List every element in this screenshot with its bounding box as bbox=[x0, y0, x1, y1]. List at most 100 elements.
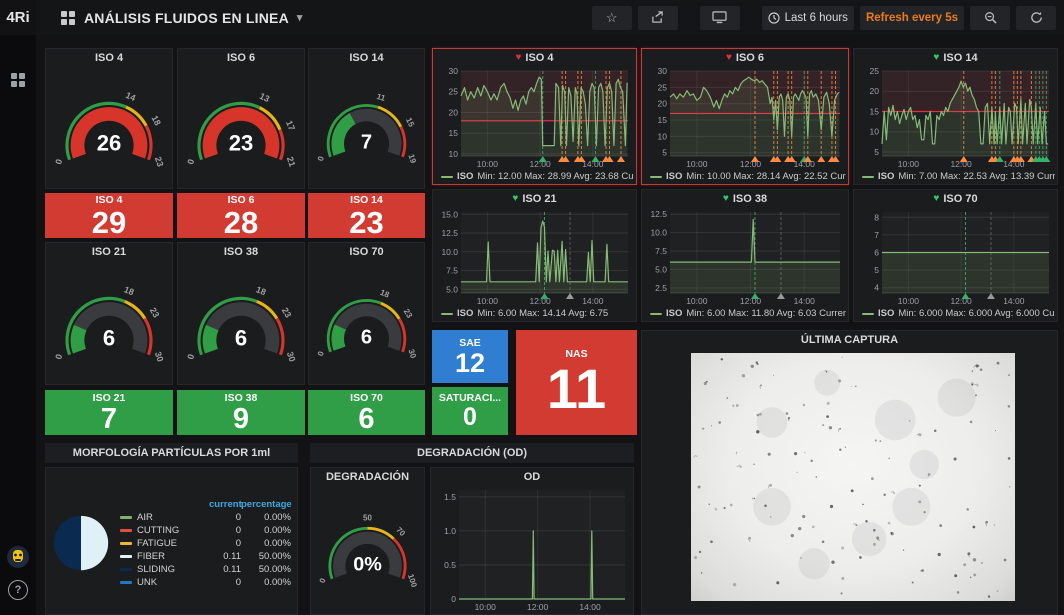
stat-iso6[interactable]: ISO 6 28 bbox=[177, 193, 305, 238]
gauge-iso4: 0 14 18 23 26 bbox=[46, 71, 172, 182]
svg-text:0: 0 bbox=[185, 353, 196, 361]
svg-text:10:00: 10:00 bbox=[686, 296, 708, 306]
time-range-label: Last 6 hours bbox=[784, 11, 848, 24]
table-row[interactable]: FIBER 0.11 50.00% bbox=[120, 550, 291, 563]
stat-nas[interactable]: NAS 11 bbox=[516, 330, 637, 435]
chart-legend[interactable]: ISO Min: 6.00 Max: 11.80 Avg: 6.03 Curre… bbox=[650, 307, 846, 320]
user-avatar[interactable] bbox=[7, 546, 29, 573]
panel-title[interactable]: DEGRADACIÓN bbox=[325, 471, 410, 483]
zoom-out-button[interactable] bbox=[970, 5, 1010, 30]
morphology-pie-chart[interactable] bbox=[52, 514, 110, 572]
svg-text:12:00: 12:00 bbox=[950, 159, 972, 169]
refresh-button[interactable] bbox=[1016, 5, 1056, 30]
refresh-interval-button[interactable]: Refresh every 5s bbox=[859, 5, 964, 30]
timeseries-iso21[interactable]: 5.0 7.5 10.0 12.5 15.0 10:00 12:00 14:00 bbox=[435, 208, 632, 306]
panel-title[interactable]: ♥ ISO 6 bbox=[725, 52, 765, 64]
svg-text:14:00: 14:00 bbox=[579, 602, 601, 612]
row-header-degradacion[interactable]: DEGRADACIÓN (OD) bbox=[310, 443, 634, 463]
panel-title[interactable]: ISO 38 bbox=[223, 246, 259, 258]
table-row[interactable]: FATIGUE 0 0.00% bbox=[120, 537, 291, 550]
svg-text:10: 10 bbox=[449, 149, 459, 159]
stat-sae[interactable]: SAE 12 bbox=[432, 330, 508, 383]
panel-title[interactable]: ♥ ISO 14 bbox=[933, 52, 978, 64]
tv-mode-button[interactable] bbox=[699, 5, 740, 30]
table-row[interactable]: AIR 0 0.00% bbox=[120, 511, 291, 524]
dashboards-grid-icon[interactable] bbox=[10, 72, 26, 93]
timeseries-iso70[interactable]: 4 5 6 7 8 10:00 12:00 14:00 bbox=[856, 208, 1053, 306]
panel-gauge-degradacion: DEGRADACIÓN 0 50 70 100 0% bbox=[310, 467, 425, 615]
svg-text:1.5: 1.5 bbox=[444, 492, 456, 502]
share-button[interactable] bbox=[637, 5, 678, 30]
timeseries-iso4[interactable]: 10 15 20 25 30 10:00 12:00 14:00 bbox=[435, 66, 632, 169]
row-header-morfologia[interactable]: MORFOLOGÍA PARTÍCULAS POR 1ml bbox=[45, 443, 298, 463]
svg-text:10:00: 10:00 bbox=[898, 296, 920, 306]
stat-iso21[interactable]: ISO 21 7 bbox=[45, 390, 173, 435]
timeseries-iso14[interactable]: 5 10 15 20 25 10:00 12:00 14:00 bbox=[856, 66, 1053, 169]
timeseries-od[interactable]: 0 0.5 1.0 1.5 10:00 12:00 14:00 bbox=[433, 486, 629, 612]
svg-text:7.5: 7.5 bbox=[446, 266, 458, 276]
panel-title[interactable]: ISO 14 bbox=[349, 52, 384, 64]
series-color-dash bbox=[650, 175, 662, 178]
svg-text:4: 4 bbox=[874, 283, 879, 293]
chart-legend[interactable]: ISO Min: 12.00 Max: 28.99 Avg: 23.68 Cur… bbox=[441, 170, 634, 183]
dashboard-title-button[interactable]: ANÁLISIS FLUIDOS EN LINEA ▾ bbox=[60, 10, 303, 26]
ok-heart-icon: ♥ bbox=[933, 52, 940, 63]
star-button[interactable]: ☆ bbox=[591, 5, 632, 30]
panel-ultima-captura: ÚLTIMA CAPTURA bbox=[641, 330, 1058, 615]
svg-text:0%: 0% bbox=[353, 554, 382, 576]
svg-text:6: 6 bbox=[874, 248, 879, 258]
morphology-content: current percentage AIR 0 0.00% CUTTING 0 0.0… bbox=[52, 478, 292, 608]
panel-title[interactable]: ♥ ISO 70 bbox=[933, 193, 978, 205]
svg-text:25: 25 bbox=[449, 87, 459, 97]
timeseries-iso6[interactable]: 5 10 15 20 25 30 10:00 12:00 14:00 bbox=[644, 66, 844, 169]
stat-iso14[interactable]: ISO 14 23 bbox=[308, 193, 425, 238]
stat-iso38[interactable]: ISO 38 9 bbox=[177, 390, 305, 435]
time-range-picker[interactable]: Last 6 hours bbox=[761, 5, 854, 30]
panel-gauge-iso38: ISO 38 0 18 23 30 6 bbox=[177, 242, 305, 385]
panel-chart-iso38: ♥ ISO 38 2.5 5.0 7.5 10.0 12.5 10:00 12:00 14:0… bbox=[641, 189, 849, 322]
panel-gauge-iso14: ISO 14 0 11 15 19 7 bbox=[308, 48, 425, 189]
help-icon[interactable]: ? bbox=[8, 580, 28, 600]
timeseries-iso38[interactable]: 2.5 5.0 7.5 10.0 12.5 10:00 12:00 14:00 bbox=[644, 208, 844, 306]
panel-title[interactable]: ISO 70 bbox=[349, 246, 384, 258]
table-row[interactable]: CUTTING 0 0.00% bbox=[120, 524, 291, 537]
svg-text:10: 10 bbox=[870, 127, 880, 137]
panel-chart-iso70: ♥ ISO 70 4 5 6 7 8 10:00 12:00 14:00 ISO Min: 6… bbox=[853, 189, 1058, 322]
svg-text:25: 25 bbox=[870, 67, 880, 76]
panel-title[interactable]: ISO 21 bbox=[91, 246, 127, 258]
chart-legend[interactable]: ISO Min: 6.00 Max: 14.14 Avg: 6.75 bbox=[441, 307, 634, 320]
panel-title[interactable]: ISO 4 bbox=[94, 52, 124, 64]
legend-color-dash bbox=[120, 555, 132, 558]
table-row[interactable]: SLIDING 0.11 50.00% bbox=[120, 563, 291, 576]
panel-title[interactable]: ISO 6 bbox=[226, 52, 256, 64]
panel-title[interactable]: ♥ ISO 38 bbox=[722, 193, 768, 205]
chart-legend[interactable]: ISO Min: 10.00 Max: 28.14 Avg: 22.52 Cur… bbox=[650, 170, 846, 183]
panel-title[interactable]: ♥ ISO 4 bbox=[515, 52, 554, 64]
panel-gauge-iso70: ISO 70 0 18 23 30 6 bbox=[308, 242, 425, 385]
svg-text:0: 0 bbox=[316, 350, 326, 358]
chart-legend[interactable]: ISO Min: 6.000 Max: 6.000 Avg: 6.000 Cur… bbox=[862, 307, 1055, 320]
svg-text:10.0: 10.0 bbox=[650, 228, 667, 238]
stat-iso70[interactable]: ISO 70 6 bbox=[308, 390, 425, 435]
panel-title[interactable]: ÚLTIMA CAPTURA bbox=[800, 334, 899, 346]
svg-text:30: 30 bbox=[449, 67, 459, 76]
app-logo[interactable]: 4Ri bbox=[0, 0, 36, 35]
panel-title[interactable]: OD bbox=[523, 471, 541, 483]
stat-iso4[interactable]: ISO 4 29 bbox=[45, 193, 173, 238]
dashboard-grid-icon bbox=[61, 10, 75, 25]
table-row[interactable]: UNK 0 0.00% bbox=[120, 576, 291, 589]
svg-text:14:00: 14:00 bbox=[794, 159, 816, 169]
stat-saturacion[interactable]: SATURACI... 0 bbox=[432, 387, 508, 435]
chart-legend[interactable]: ISO Min: 7.00 Max: 22.53 Avg: 13.39 Curr… bbox=[862, 170, 1055, 183]
svg-text:5: 5 bbox=[874, 265, 879, 275]
panel-title[interactable]: ♥ ISO 21 bbox=[512, 193, 557, 205]
sidebar: 4Ri ? bbox=[0, 0, 36, 615]
svg-text:23: 23 bbox=[148, 306, 162, 320]
svg-text:7: 7 bbox=[361, 132, 372, 154]
svg-text:14:00: 14:00 bbox=[582, 159, 604, 169]
svg-text:30: 30 bbox=[153, 350, 166, 363]
svg-text:12:00: 12:00 bbox=[950, 296, 972, 306]
svg-text:10:00: 10:00 bbox=[477, 296, 499, 306]
star-icon: ☆ bbox=[605, 9, 618, 25]
